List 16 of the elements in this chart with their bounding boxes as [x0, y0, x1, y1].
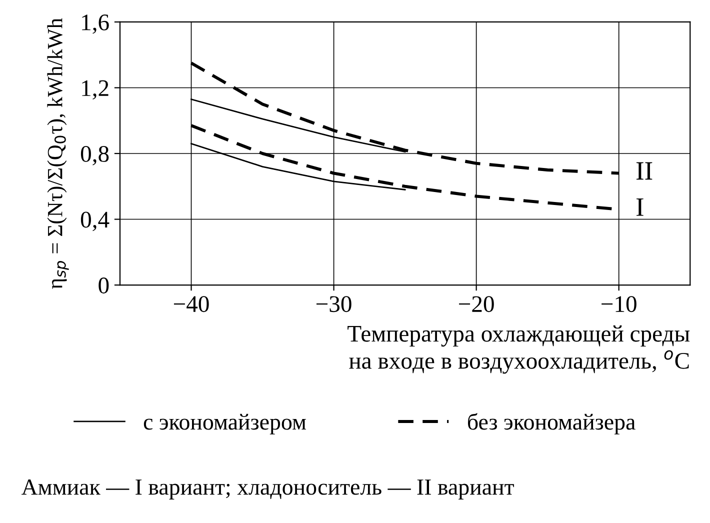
y-tick-label: 0,4 [80, 212, 110, 232]
annotation: I [636, 198, 644, 216]
x-axis-title: Температура охлаждающей среды на входе в воздухоохладитель, $^{o}$C [348, 325, 690, 374]
y-axis-title: η$_{sp}$ = Σ(Nτ)/Σ(Q$_{0}$τ), kWh/kWh [47, 18, 69, 289]
x-tick-label: −30 [316, 296, 352, 312]
y-tick-label: 0,8 [80, 146, 109, 166]
annotation: II [636, 162, 652, 180]
x-tick-label: −10 [602, 296, 636, 312]
legend-label: с экономайзером [144, 414, 306, 434]
x-tick-label: −40 [174, 296, 209, 312]
y-tick-label: 0 [98, 278, 109, 294]
text: Аммиак — I вариант; хладоноситель — II вариант [22, 479, 514, 500]
y-tick-label: 1,6 [82, 14, 109, 34]
legend-label: без экономайзера [468, 413, 636, 434]
y-tick-label: 1,2 [82, 80, 108, 100]
x-tick-label: −20 [459, 296, 494, 312]
